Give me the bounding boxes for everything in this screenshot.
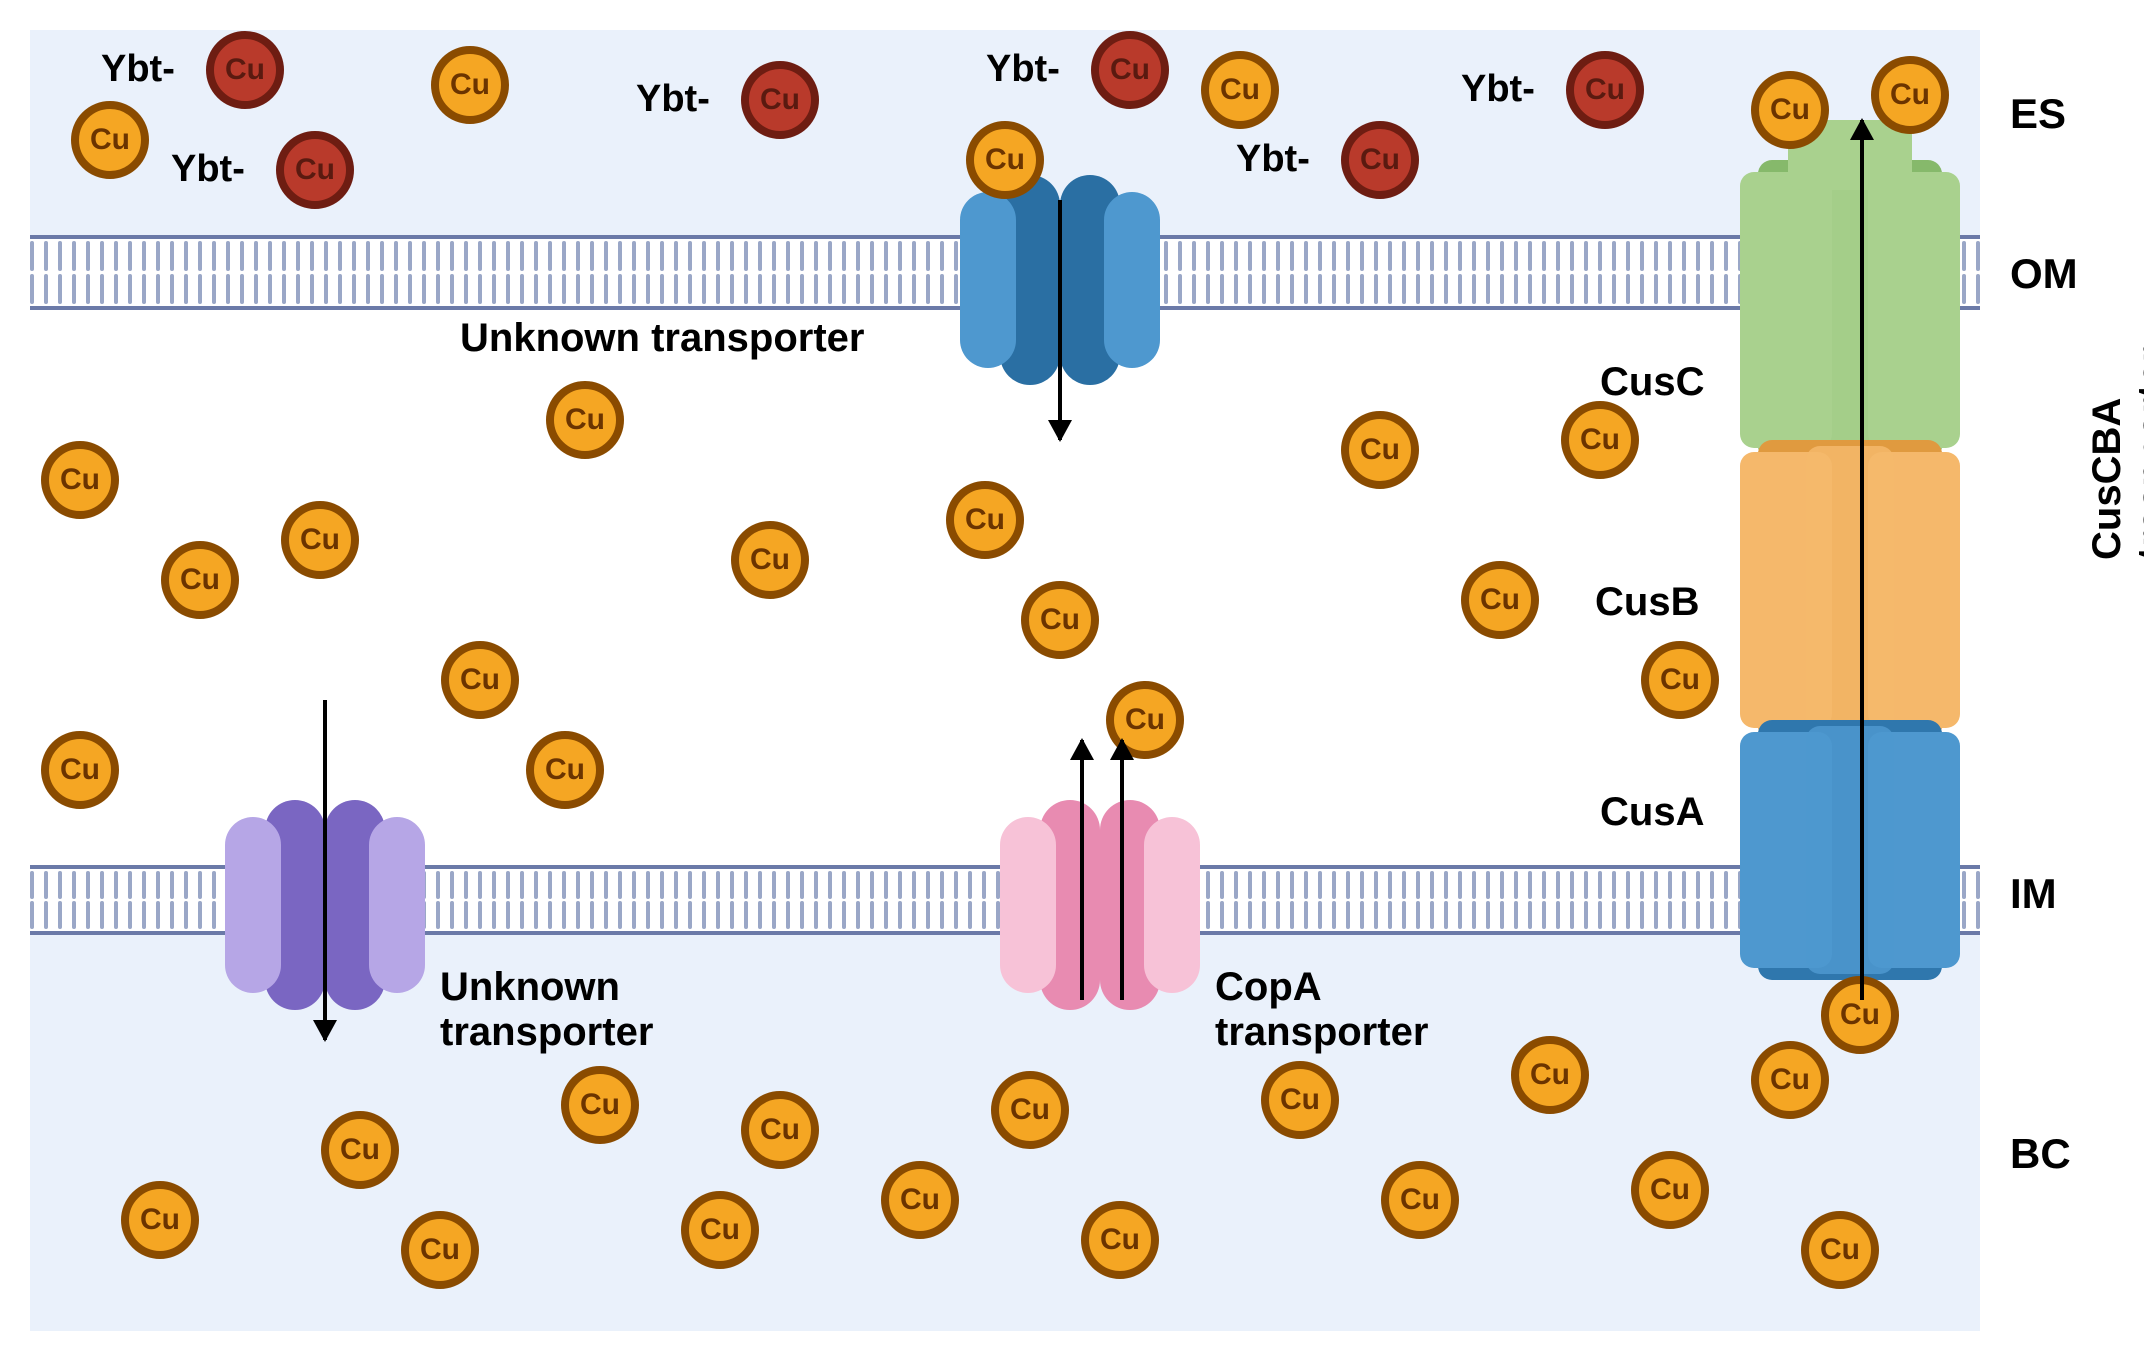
- ybt-prefix-label: Ybt-: [101, 48, 175, 91]
- copa-transporter-arrow-1: [1120, 740, 1124, 1000]
- cu-ybt-icon: Cu: [1566, 51, 1644, 129]
- cu-icon: Cu: [681, 1191, 759, 1269]
- om-unknown-transporter-label: Unknown transporter: [460, 316, 864, 361]
- cu-icon: Cu: [546, 381, 624, 459]
- cuscba-arrow-head: [1850, 118, 1874, 140]
- cu-icon: Cu: [881, 1161, 959, 1239]
- cu-icon: Cu: [731, 521, 809, 599]
- cu-icon: Cu: [1021, 581, 1099, 659]
- cu-icon: Cu: [41, 731, 119, 809]
- cu-icon: Cu: [121, 1181, 199, 1259]
- cu-icon: Cu: [991, 1071, 1069, 1149]
- cu-ybt-icon: Cu: [1091, 31, 1169, 109]
- cu-icon: Cu: [321, 1111, 399, 1189]
- cu-icon: Cu: [526, 731, 604, 809]
- im-unknown-transporter-label: Unknown transporter: [440, 965, 653, 1055]
- ybt-prefix-label: Ybt-: [171, 148, 245, 191]
- cu-icon: Cu: [966, 121, 1044, 199]
- im-unknown-transporter-arrow-head: [313, 1020, 337, 1042]
- cu-icon: Cu: [1561, 401, 1639, 479]
- cuscba-label-CusA: CusA: [1600, 790, 1704, 835]
- copa-transporter-arrow-1-head: [1110, 738, 1134, 760]
- cu-icon: Cu: [1801, 1211, 1879, 1289]
- cu-icon: Cu: [946, 481, 1024, 559]
- ybt-prefix-label: Ybt-: [1461, 68, 1535, 111]
- om-unknown-transporter-arrow-head: [1048, 420, 1072, 442]
- cu-icon: Cu: [281, 501, 359, 579]
- cu-icon: Cu: [161, 541, 239, 619]
- cuscba-arrow: [1860, 120, 1864, 1000]
- cu-icon: Cu: [1381, 1161, 1459, 1239]
- cu-icon: Cu: [431, 46, 509, 124]
- cu-icon: Cu: [1751, 1041, 1829, 1119]
- cu-icon: Cu: [71, 101, 149, 179]
- cu-icon: Cu: [1261, 1061, 1339, 1139]
- compartment-label-im: IM: [2010, 870, 2057, 918]
- cuscba-axis-label: CusCBA trasnporter: [2085, 347, 2144, 560]
- compartment-label-om: OM: [2010, 250, 2078, 298]
- compartment-label-es: ES: [2010, 90, 2066, 138]
- cu-icon: Cu: [1341, 411, 1419, 489]
- copa-transporter-arrow-0: [1080, 740, 1084, 1000]
- cu-ybt-icon: Cu: [741, 61, 819, 139]
- ybt-prefix-label: Ybt-: [986, 48, 1060, 91]
- im-unknown-transporter-arrow: [323, 700, 327, 1040]
- ybt-prefix-label: Ybt-: [636, 78, 710, 121]
- cu-icon: Cu: [1751, 71, 1829, 149]
- cu-ybt-icon: Cu: [1341, 121, 1419, 199]
- cu-icon: Cu: [1081, 1201, 1159, 1279]
- cuscba-transporter: [1740, 160, 1960, 980]
- cu-icon: Cu: [561, 1066, 639, 1144]
- copa-transporter: [1000, 800, 1200, 1010]
- cu-icon: Cu: [1461, 561, 1539, 639]
- ybt-prefix-label: Ybt-: [1236, 138, 1310, 181]
- cu-icon: Cu: [441, 641, 519, 719]
- cu-icon: Cu: [1511, 1036, 1589, 1114]
- diagram-frame: CuCuCuCuCuCuCuCuCuCuCuCuCuCuCuCuCuCuCuCu…: [30, 30, 1980, 1331]
- cu-ybt-icon: Cu: [276, 131, 354, 209]
- cu-icon: Cu: [1641, 641, 1719, 719]
- om-unknown-transporter-arrow: [1058, 200, 1062, 440]
- cu-icon: Cu: [401, 1211, 479, 1289]
- copa-transporter-arrow-0-head: [1070, 738, 1094, 760]
- cu-icon: Cu: [41, 441, 119, 519]
- cuscba-label-CusC: CusC: [1600, 360, 1704, 405]
- cuscba-label-CusB: CusB: [1595, 580, 1699, 625]
- diagram-root: CuCuCuCuCuCuCuCuCuCuCuCuCuCuCuCuCuCuCuCu…: [0, 0, 2144, 1361]
- cu-icon: Cu: [741, 1091, 819, 1169]
- cu-ybt-icon: Cu: [206, 31, 284, 109]
- copa-transporter-label: CopA transporter: [1215, 965, 1428, 1055]
- cu-icon: Cu: [1631, 1151, 1709, 1229]
- compartment-label-bc: BC: [2010, 1130, 2071, 1178]
- cu-icon: Cu: [1871, 56, 1949, 134]
- cu-icon: Cu: [1201, 51, 1279, 129]
